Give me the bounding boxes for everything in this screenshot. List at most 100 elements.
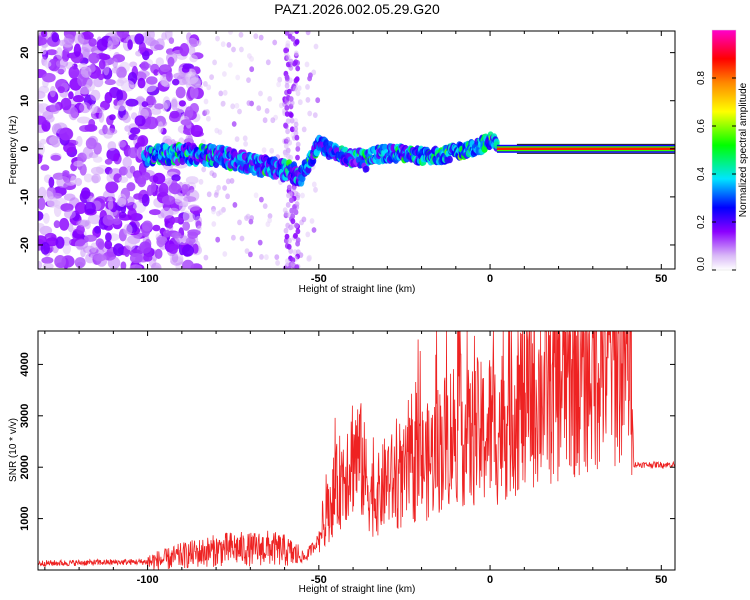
- spectrogram-cell: [123, 223, 133, 236]
- spectrogram-cell: [118, 140, 127, 148]
- spectrogram-cell: [274, 254, 280, 260]
- spectrogram-cell: [120, 80, 135, 92]
- spectrogram-cell: [152, 172, 166, 185]
- spectrogram-cell: [267, 213, 273, 219]
- spectrogram-cell: [82, 146, 94, 159]
- spectrogram-cell: [284, 105, 290, 111]
- spectrogram-cell: [203, 254, 209, 261]
- spectrogram-cell: [138, 41, 146, 53]
- spectrogram-cell: [142, 50, 150, 61]
- spectrogram-cell: [61, 48, 70, 62]
- spectrogram-cell: [42, 72, 56, 83]
- spectrogram-cell: [206, 191, 212, 198]
- spectrogram-cell: [229, 178, 235, 184]
- spectrogram-cell: [49, 85, 56, 98]
- spectrogram-cell: [232, 202, 238, 208]
- spectrogram-cell: [76, 135, 83, 147]
- spectrogram-cell: [264, 108, 270, 114]
- spectrogram-cell: [203, 98, 209, 105]
- snr-xtick-label: 50: [655, 574, 667, 586]
- spectrogram-ylabel: Frequency (Hz): [8, 116, 19, 185]
- spectrogram-cell: [176, 235, 190, 246]
- spectrogram-cell: [104, 92, 113, 104]
- spectrogram-cell: [306, 256, 312, 262]
- spectrogram-cell: [258, 90, 263, 97]
- spectrogram-cell: [146, 76, 158, 85]
- spectrogram-cell: [137, 175, 147, 188]
- spectrogram-cell: [186, 189, 200, 202]
- spectrogram-cell: [51, 32, 60, 43]
- spectrogram-cell: [305, 231, 311, 238]
- spectrogram-cell: [212, 172, 217, 179]
- spectrogram-cell: [235, 74, 241, 81]
- spectrogram-cell: [158, 182, 169, 197]
- spectrogram-cell: [196, 40, 202, 46]
- spectrogram-cell: [238, 31, 244, 38]
- spectrogram-cell: [94, 225, 101, 234]
- spectrogram-cell: [93, 156, 103, 163]
- spectrogram-cell: [40, 46, 47, 55]
- spectrogram-cell: [234, 136, 240, 143]
- spectrogram-cell: [222, 71, 227, 77]
- spectrogram-cell: [109, 114, 116, 121]
- spectrogram-cell: [88, 52, 100, 64]
- spectrogram-cell: [293, 130, 299, 137]
- spectrogram-cell: [284, 82, 290, 89]
- spectrogram-cell: [91, 173, 101, 184]
- spectrogram-cell: [112, 218, 122, 225]
- spectrogram-cell: [124, 237, 136, 251]
- spectrogram-cell: [291, 186, 297, 192]
- spectrogram-cell: [293, 50, 299, 57]
- spectrogram-cell: [141, 101, 148, 108]
- spectrogram-cell: [96, 253, 108, 267]
- spectrogram-cell: [74, 257, 86, 268]
- spectrogram-cell: [38, 85, 50, 94]
- spectrogram-cell: [62, 170, 70, 177]
- spectrogram-cell: [83, 173, 93, 183]
- spectrogram-cell: [181, 184, 189, 194]
- spectrogram-cell: [104, 79, 116, 86]
- spectrogram-cell: [292, 208, 298, 214]
- spectrogram-cell: [38, 36, 48, 46]
- spectrogram-cell: [53, 204, 62, 217]
- spectrogram-ytick-label: 20: [19, 47, 31, 59]
- spectrogram-cell: [222, 89, 228, 96]
- spectrogram-cell: [284, 31, 290, 36]
- spectrogram-cell: [313, 43, 319, 50]
- spectrogram-cell: [70, 175, 77, 185]
- spectrogram-cell: [290, 257, 296, 264]
- spectrogram-cell: [258, 34, 264, 41]
- spectrogram-cell: [246, 100, 252, 106]
- spectrogram-cell: [59, 127, 73, 141]
- spectrogram-cell: [98, 111, 105, 123]
- spectrogram-cell: [218, 90, 224, 97]
- spectrogram-cell: [129, 127, 141, 135]
- colorbar-frame: [711, 29, 737, 271]
- spectrogram-cell: [277, 76, 283, 83]
- spectrogram-cell: [42, 212, 50, 224]
- spectrogram-cell: [288, 112, 294, 118]
- spectrogram-cell: [188, 45, 196, 56]
- spectrogram-cell: [267, 217, 272, 224]
- spectrogram-cell: [288, 154, 293, 161]
- spectrogram-cell: [192, 243, 199, 254]
- spectrogram-cell: [315, 97, 321, 104]
- snr-ytick-label: 2000: [19, 455, 31, 479]
- spectrogram-cell: [283, 151, 289, 158]
- spectrogram-cell: [237, 108, 242, 115]
- spectrogram-cell: [293, 190, 299, 197]
- spectrogram-cell: [116, 99, 127, 112]
- spectrogram-cell: [284, 233, 290, 240]
- spectrogram-cell: [269, 147, 275, 154]
- spectrogram-cell: [126, 182, 136, 192]
- spectrogram-cell: [41, 256, 54, 264]
- spectrogram-cell: [256, 105, 262, 112]
- spectrogram-cell: [295, 240, 300, 247]
- spectrogram-cell: [220, 41, 226, 48]
- spectrogram-cell: [290, 261, 296, 268]
- spectrogram-cell: [186, 37, 199, 48]
- spectrogram-cell: [168, 182, 182, 195]
- spectrogram-cell: [129, 253, 143, 264]
- spectrogram-cell: [180, 119, 192, 126]
- spectrogram-cell: [285, 43, 290, 49]
